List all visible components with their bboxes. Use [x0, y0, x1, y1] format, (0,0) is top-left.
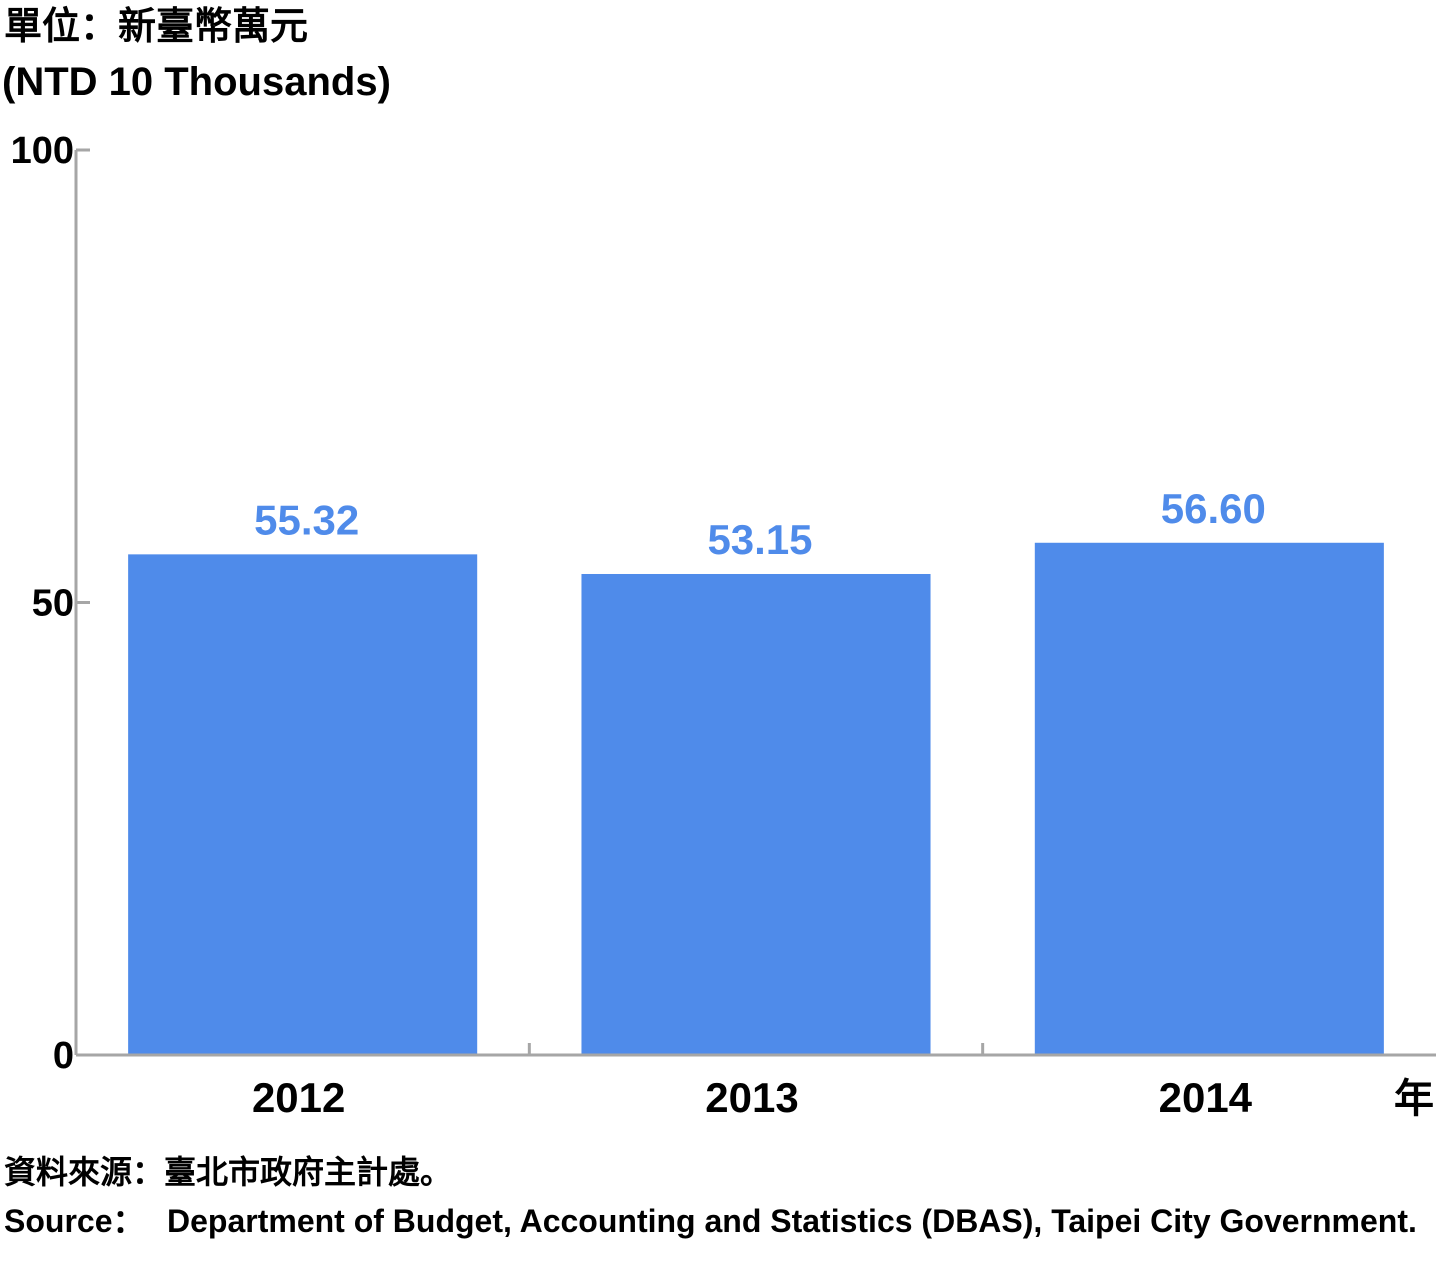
bar-2013 [581, 573, 931, 1055]
bar-2012 [128, 554, 478, 1055]
x-tick-label: 2014 [1159, 1074, 1253, 1121]
unit-label-english: (NTD 10 Thousands) [2, 60, 391, 104]
y-tick-label: 50 [32, 583, 74, 625]
value-label: 53.15 [707, 516, 812, 563]
source-english-text: Department of Budget, Accounting and Sta… [167, 1203, 1417, 1239]
y-tick-label: 100 [11, 130, 74, 172]
x-tick-label: 2012 [252, 1074, 345, 1121]
source-chinese: 資料來源：臺北市政府主計處。 [4, 1154, 453, 1190]
y-tick-label: 0 [53, 1035, 74, 1077]
value-label: 55.32 [254, 496, 359, 543]
source-english-prefix: Source： [4, 1203, 145, 1239]
value-label: 56.60 [1161, 485, 1266, 532]
bar-2014 [1034, 542, 1384, 1055]
unit-label-chinese: 單位：新臺幣萬元 [4, 6, 309, 48]
x-tick-label: 2013 [705, 1074, 798, 1121]
x-unit-label: 年 [1394, 1076, 1434, 1122]
